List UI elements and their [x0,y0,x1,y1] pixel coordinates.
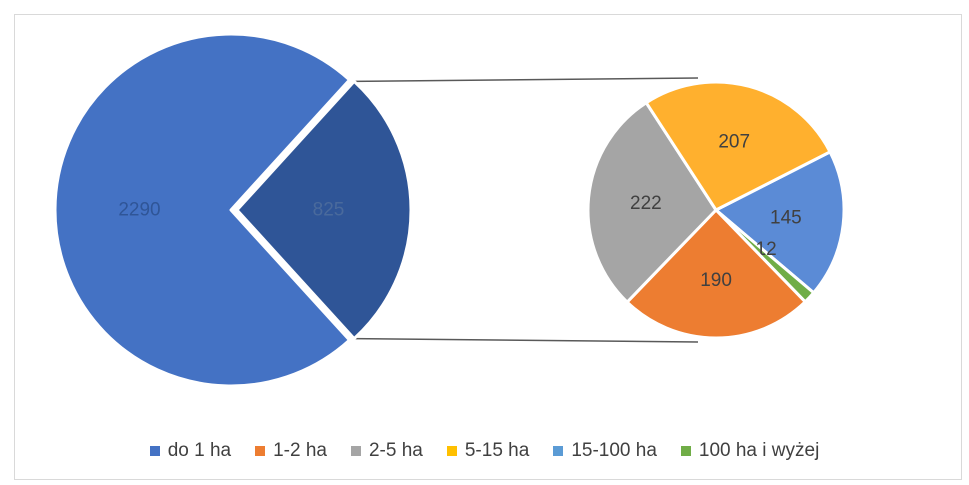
main-pie-label-825: 825 [313,200,345,221]
legend-swatch [446,446,457,456]
legend-label: 2-5 ha [368,440,423,461]
legend-item: 1-2 ha [255,440,327,462]
main-pie-label-2290: 2290 [118,200,160,221]
sub-pie-slice-145 [714,150,846,295]
legend-swatch [680,446,691,456]
chart-frame [14,14,962,480]
legend-label: 1-2 ha [273,440,327,461]
legend-swatch [350,446,361,456]
sub-pie-slice-222 [586,101,718,304]
legend-item: 5-15 ha [446,440,530,462]
sub-pie-slice-207 [644,80,832,212]
legend-swatch [149,446,160,456]
legend-swatch [553,446,564,456]
sub-pie-label-207: 207 [718,132,750,153]
sub-pie-label-145: 145 [770,208,802,229]
legend-label: 100 ha i wyżej [698,440,820,461]
legend-swatch [255,446,266,456]
legend-label: do 1 ha [167,440,232,461]
connector-lines [354,77,699,343]
connector-line-bottom [354,337,699,343]
legend-label: 15-100 ha [571,440,657,461]
sub-pie-slice-190 [625,208,807,340]
legend-item: 100 ha i wyżej [680,440,820,462]
main-pie-slice-2290 [53,32,352,388]
sub-pie-label-190: 190 [700,270,732,291]
sub-pie-label-222: 222 [630,193,662,214]
legend-label: 5-15 ha [464,440,530,461]
legend: do 1 ha 1-2 ha 2-5 ha 5-15 ha 15-100 ha 100 h… [0,440,969,462]
legend-item: 2-5 ha [350,440,423,462]
legend-item: 15-100 ha [553,440,657,462]
main-pie: 2290 825 [53,32,413,388]
main-pie-slice-825 [235,79,413,341]
legend-item: do 1 ha [149,440,232,462]
connector-line-top [354,77,699,83]
